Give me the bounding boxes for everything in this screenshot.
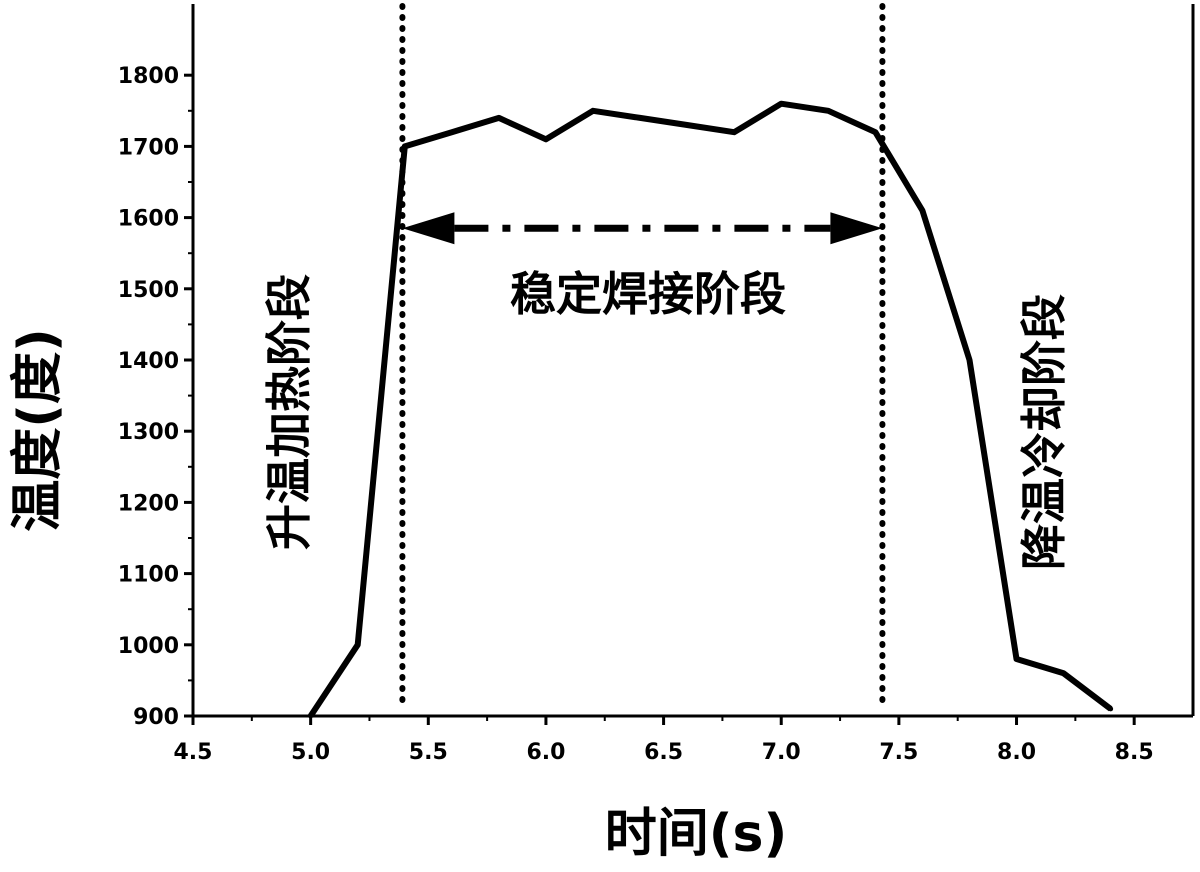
data-point bbox=[731, 129, 737, 135]
x-tick-label: 8.0 bbox=[997, 740, 1036, 765]
arrow-head-right bbox=[830, 212, 883, 245]
data-point bbox=[1108, 706, 1114, 712]
y-tick-label: 1000 bbox=[118, 634, 179, 659]
data-point bbox=[1014, 656, 1020, 662]
data-point bbox=[684, 122, 690, 128]
y-tick-label: 1500 bbox=[118, 278, 179, 303]
y-axis-title: 温度(度) bbox=[8, 328, 68, 532]
data-point bbox=[449, 129, 455, 135]
y-tick-label: 1800 bbox=[118, 64, 179, 89]
data-point bbox=[778, 101, 784, 107]
data-point bbox=[308, 713, 314, 719]
data-point bbox=[496, 115, 502, 121]
cooling-stage-label: 降温冷却阶段 bbox=[1017, 294, 1071, 570]
x-tick-label: 8.5 bbox=[1115, 740, 1154, 765]
data-point bbox=[966, 357, 972, 363]
x-tick-label: 5.5 bbox=[409, 740, 448, 765]
x-tick-label: 4.5 bbox=[174, 740, 213, 765]
series-points bbox=[308, 101, 1114, 719]
y-tick-label: 1300 bbox=[118, 420, 179, 445]
data-point bbox=[1061, 670, 1067, 676]
data-point bbox=[355, 642, 361, 648]
data-point bbox=[637, 115, 643, 121]
y-tick-label: 1600 bbox=[118, 207, 179, 232]
data-point bbox=[543, 136, 549, 142]
y-tick-label: 1400 bbox=[118, 349, 179, 374]
data-point bbox=[590, 108, 596, 114]
data-point bbox=[402, 143, 408, 149]
x-axis-title: 时间(s) bbox=[605, 804, 787, 864]
y-tick-label: 1700 bbox=[118, 135, 179, 160]
stable-stage-arrow bbox=[402, 212, 883, 245]
y-tick-label: 900 bbox=[133, 705, 179, 730]
x-tick-label: 7.0 bbox=[762, 740, 801, 765]
data-point bbox=[825, 108, 831, 114]
x-axis-ticks: 4.5 5.0 5.5 6.0 6.5 7.0 7.5 8.0 8.5 bbox=[174, 716, 1154, 765]
data-point bbox=[919, 207, 925, 213]
x-tick-label: 6.0 bbox=[526, 740, 565, 765]
x-tick-label: 5.0 bbox=[291, 740, 330, 765]
x-tick-label: 7.5 bbox=[879, 740, 918, 765]
y-tick-label: 1200 bbox=[118, 491, 179, 516]
heating-stage-label: 升温加热阶段 bbox=[262, 274, 316, 550]
y-axis-ticks: 900 1000 1100 1200 1300 1400 1500 1600 1700 1800 bbox=[118, 64, 193, 730]
temperature-series-line bbox=[308, 100, 1113, 718]
arrow-head-left bbox=[402, 212, 455, 245]
stable-stage-label: 稳定焊接阶段 bbox=[510, 267, 786, 321]
y-tick-label: 1100 bbox=[118, 563, 179, 588]
x-tick-label: 6.5 bbox=[644, 740, 683, 765]
data-point bbox=[872, 129, 878, 135]
